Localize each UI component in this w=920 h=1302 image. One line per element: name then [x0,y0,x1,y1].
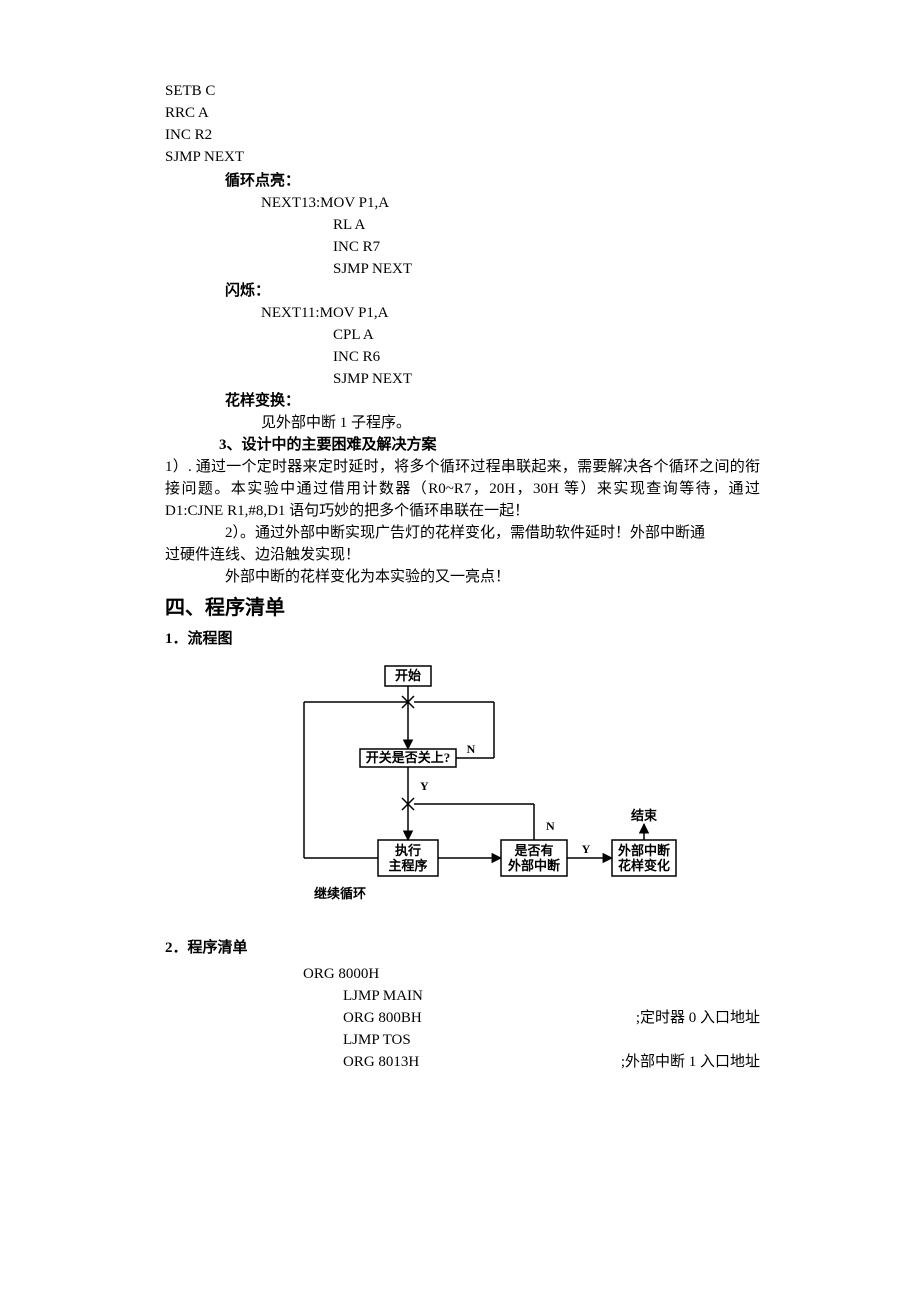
code-line: SJMP NEXT [165,258,760,280]
code-line: SJMP NEXT [165,368,760,390]
flow-node-switch-label: 开关是否关上? [365,750,450,765]
flow-node-end-label: 结束 [630,808,657,823]
flow-node-hasint-l2: 外部中断 [506,858,559,873]
listing-row: LJMP TOS [165,1029,760,1051]
program-listing: ORG 8000H LJMP MAIN ORG 800BH ;定时器 0 入口地… [165,963,760,1073]
code-line: INC R7 [165,236,760,258]
flow-node-exec-l1: 执行 [394,843,420,858]
code-block-top: SETB C RRC A INC R2 SJMP NEXT [165,80,760,168]
paragraph: 外部中断的花样变化为本实验的又一亮点！ [165,566,760,588]
flow-node-extint-l2: 花样变化 [617,858,669,873]
flow-label-y2: Y [581,842,590,856]
paragraph: 2）。通过外部中断实现广告灯的花样变化，需借助软件延时！外部中断通 [165,522,760,544]
code-line: SETB C [165,80,760,102]
flow-node-start-label: 开始 [394,668,420,683]
listing-row: ORG 8013H ;外部中断 1 入口地址 [165,1051,760,1073]
code-line: RRC A [165,102,760,124]
flow-label-continue: 继续循环 [313,886,365,901]
heading-h3-listing: 2．程序清单 [165,937,760,959]
heading-section-3: 3、设计中的主要困难及解决方案 [165,434,760,456]
code-line: NEXT11:MOV P1,A [165,302,760,324]
code-line: NEXT13:MOV P1,A [165,192,760,214]
flow-node-extint-l1: 外部中断 [616,843,669,858]
listing-col2: ;外部中断 1 入口地址 [621,1051,760,1073]
paragraph: 1）. 通过一个定时器来定时延时，将多个循环过程串联起来，需要解决各个循环之间的… [165,456,760,522]
listing-row: ORG 800BH ;定时器 0 入口地址 [165,1007,760,1029]
listing-row: ORG 8000H [165,963,760,985]
code-line: SJMP NEXT [165,146,760,168]
listing-row: LJMP MAIN [165,985,760,1007]
flow-label-n2: N [546,819,555,833]
listing-col1: ORG 8013H [165,1051,621,1073]
listing-col1: ORG 800BH [165,1007,636,1029]
code-line: INC R6 [165,346,760,368]
code-line: 见外部中断 1 子程序。 [165,412,760,434]
flow-label-n1: N [466,742,475,756]
listing-col1: LJMP MAIN [165,985,635,1007]
paragraph: 过硬件连线、边沿触发实现！ [165,544,760,566]
listing-col1: ORG 8000H [165,963,595,985]
heading-cycle-light: 循环点亮： [165,170,760,192]
flowchart-svg: 开始 开关是否关上? N Y [228,658,698,913]
code-line: RL A [165,214,760,236]
code-line: CPL A [165,324,760,346]
heading-h3-flowchart: 1．流程图 [165,628,760,650]
heading-blink: 闪烁： [165,280,760,302]
document-page: SETB C RRC A INC R2 SJMP NEXT 循环点亮： NEXT… [0,0,920,1302]
code-line: INC R2 [165,124,760,146]
heading-h2: 四、程序清单 [165,594,760,622]
flow-node-exec-l2: 主程序 [388,858,427,873]
flow-label-y1: Y [420,779,429,793]
heading-pattern: 花样变换： [165,390,760,412]
listing-col1: LJMP TOS [165,1029,635,1051]
flow-node-hasint-l1: 是否有 [513,843,553,858]
listing-col2: ;定时器 0 入口地址 [636,1007,760,1029]
flowchart-container: 开始 开关是否关上? N Y [165,658,760,913]
